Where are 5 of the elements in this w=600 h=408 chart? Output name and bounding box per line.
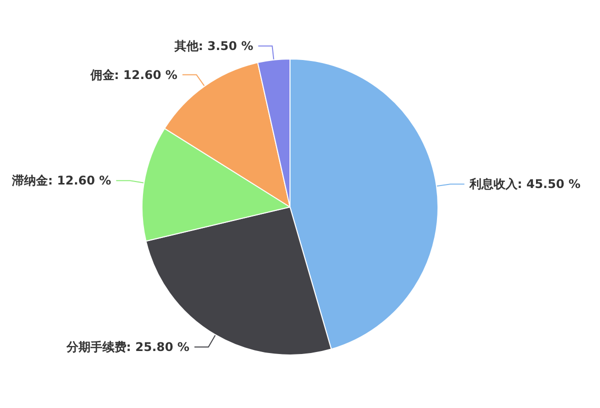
slice-label: 分期手续费: 25.80 % (65, 340, 190, 354)
slice-label: 滞纳金: 12.60 % (11, 174, 112, 188)
slice-label: 佣金: 12.60 % (89, 68, 178, 82)
slice-label: 利息收入: 45.50 % (468, 177, 581, 192)
slice-label: 其他: 3.50 % (173, 38, 254, 53)
